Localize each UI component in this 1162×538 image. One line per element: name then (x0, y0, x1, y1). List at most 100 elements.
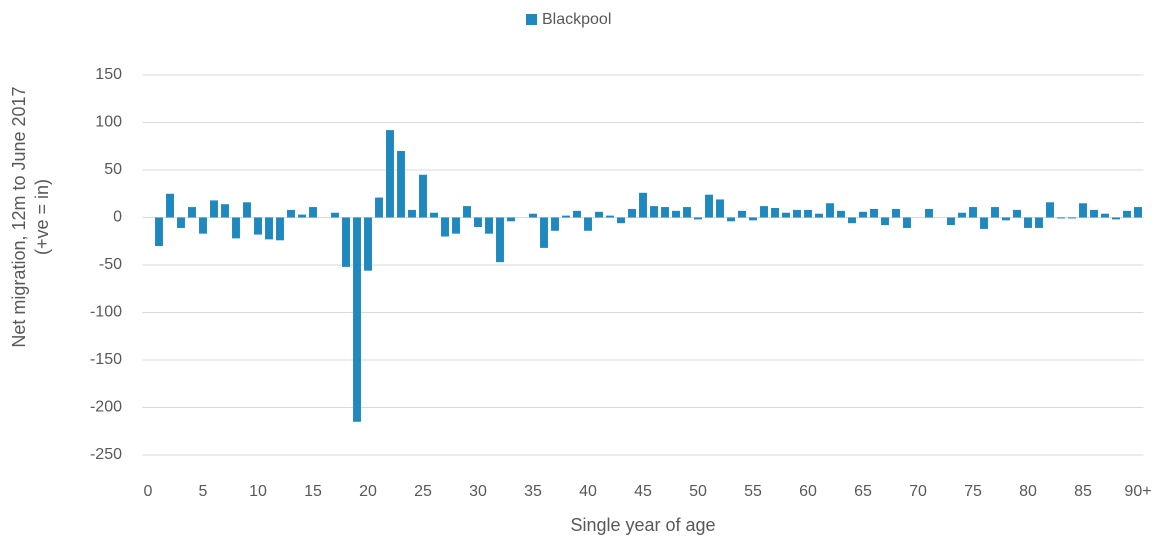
bar (705, 194, 713, 218)
bar (1112, 217, 1120, 220)
bar (683, 207, 691, 218)
bar (441, 217, 449, 237)
y-tick-label: 100 (95, 114, 122, 131)
bar (1024, 217, 1032, 228)
x-tick-label: 20 (359, 483, 377, 500)
bar (243, 202, 251, 218)
x-tick-label: 35 (524, 483, 542, 500)
bar (529, 213, 537, 218)
bar (639, 192, 647, 218)
x-tick-label: 55 (744, 483, 762, 500)
bar (606, 215, 614, 218)
bar (199, 217, 207, 234)
bar (463, 206, 471, 218)
bar (188, 207, 196, 218)
y-tick-label: -100 (90, 304, 122, 321)
bar (276, 217, 284, 241)
y-tick-label: 0 (113, 209, 122, 226)
x-tick-label: 5 (199, 483, 208, 500)
x-tick-label: 40 (579, 483, 597, 500)
bar (298, 214, 306, 218)
bar (353, 217, 361, 422)
bar (342, 217, 350, 267)
y-tick-label: 150 (95, 66, 122, 83)
bar (958, 212, 966, 218)
bar (496, 217, 504, 263)
bar (584, 217, 592, 231)
bar (309, 207, 317, 218)
bar (749, 217, 757, 221)
bar (331, 212, 339, 218)
bar (694, 217, 702, 220)
y-tick-label: 50 (104, 161, 122, 178)
bar (397, 151, 405, 218)
x-tick-label: 10 (249, 483, 267, 500)
bar (848, 217, 856, 224)
bar (408, 209, 416, 218)
bar (661, 207, 669, 218)
bar (287, 209, 295, 218)
x-tick-label: 15 (304, 483, 322, 500)
x-tick-label: 50 (689, 483, 707, 500)
bar (947, 217, 955, 226)
x-tick-label: 45 (634, 483, 652, 500)
bar (419, 174, 427, 218)
bar (254, 217, 262, 235)
bar (1013, 209, 1021, 218)
bar (859, 211, 867, 218)
x-tick-label: 60 (799, 483, 817, 500)
bar (210, 200, 218, 218)
bar (540, 217, 548, 248)
x-tick-label: 30 (469, 483, 487, 500)
bar (221, 204, 229, 218)
bar (1134, 207, 1142, 218)
bar (826, 203, 834, 218)
y-tick-label: -200 (90, 399, 122, 416)
bar (1002, 217, 1010, 221)
x-tick-label: 75 (964, 483, 982, 500)
bar (551, 217, 559, 231)
bar (716, 199, 724, 218)
bar (452, 217, 460, 234)
x-tick-label: 0 (144, 483, 153, 500)
bar (1068, 217, 1076, 219)
bar (980, 217, 988, 229)
x-tick-label: 80 (1019, 483, 1037, 500)
x-tick-label: 25 (414, 483, 432, 500)
legend-swatch (526, 14, 537, 25)
bar (870, 208, 878, 218)
x-tick-label: 65 (854, 483, 872, 500)
bar (771, 208, 779, 218)
bar (562, 215, 570, 218)
bar (386, 130, 394, 218)
bar (837, 210, 845, 218)
bar (991, 207, 999, 218)
bar (672, 210, 680, 218)
bar (364, 217, 372, 271)
bar (760, 206, 768, 218)
y-axis-title: (+ve = in) (32, 179, 52, 255)
bar (265, 217, 273, 240)
bar (177, 217, 185, 228)
x-tick-label: 90+ (1124, 483, 1151, 500)
bar (650, 206, 658, 218)
bar (881, 217, 889, 226)
bar (507, 217, 515, 222)
bar (782, 212, 790, 218)
x-tick-label: 85 (1074, 483, 1092, 500)
bar (892, 208, 900, 218)
y-tick-label: -250 (90, 446, 122, 463)
bar (804, 209, 812, 218)
bar (474, 217, 482, 227)
bar (1101, 213, 1109, 218)
bar (903, 217, 911, 228)
legend-label: Blackpool (542, 11, 611, 28)
bar (738, 210, 746, 218)
bar (155, 217, 163, 246)
bar (166, 193, 174, 218)
y-axis-title: Net migration, 12m to June 2017 (9, 86, 29, 347)
bar (573, 210, 581, 218)
y-tick-label: -150 (90, 351, 122, 368)
bar (595, 211, 603, 218)
